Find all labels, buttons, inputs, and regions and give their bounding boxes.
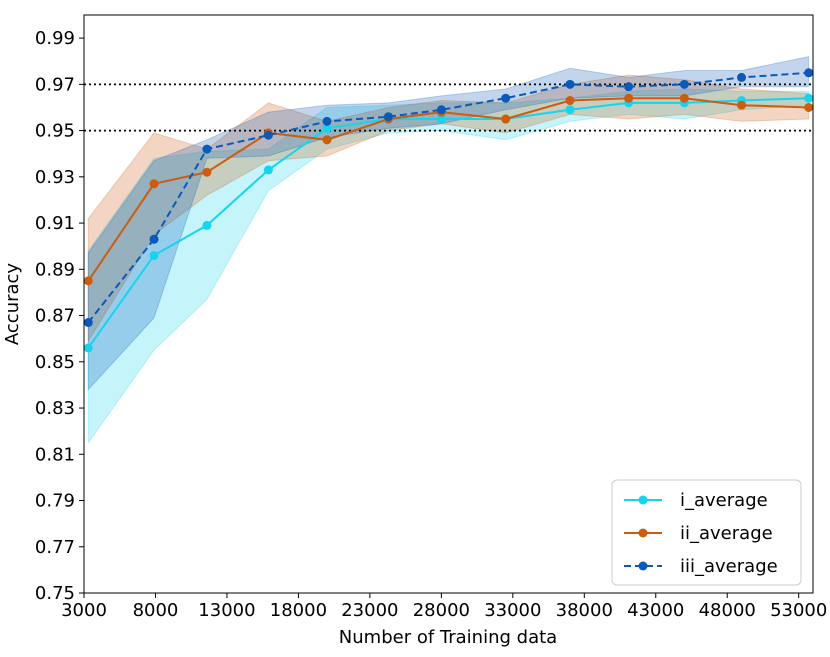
x-tick-label-43000: 43000 bbox=[627, 600, 684, 621]
point-iii_average-7 bbox=[501, 93, 511, 103]
legend-label-iii_average: iii_average bbox=[680, 556, 778, 577]
x-tick-label-8000: 8000 bbox=[133, 600, 179, 621]
point-iii_average-4 bbox=[322, 116, 332, 126]
x-axis-ticks: 3000 8000 13000 18000 23000 28000 33000 38000 43… bbox=[61, 593, 827, 621]
point-ii_average-7 bbox=[501, 114, 511, 124]
x-tick-label-18000: 18000 bbox=[270, 600, 327, 621]
point-i_average-3 bbox=[263, 165, 273, 175]
y-tick-label-0.77: 0.77 bbox=[35, 537, 75, 558]
x-tick-label-3000: 3000 bbox=[61, 600, 107, 621]
x-axis-label: Number of Training data bbox=[339, 627, 557, 648]
point-ii_average-0 bbox=[83, 276, 93, 286]
y-axis-ticks: 0.75 0.77 0.79 0.81 0.83 0.85 0.87 0.89 0.91 0.93… bbox=[35, 28, 84, 604]
point-i_average-6 bbox=[436, 114, 446, 124]
point-iii_average-3 bbox=[263, 130, 273, 140]
point-iii_average-2 bbox=[202, 144, 212, 154]
point-iii_average-6 bbox=[436, 105, 446, 115]
point-iii_average-8 bbox=[565, 79, 575, 89]
legend: i_average ii_average iii_average bbox=[611, 479, 802, 586]
point-i_average-4 bbox=[322, 123, 332, 133]
y-tick-label-0.95: 0.95 bbox=[35, 121, 75, 142]
point-iii_average-5 bbox=[383, 112, 393, 122]
y-tick-label-0.79: 0.79 bbox=[35, 491, 75, 512]
legend-box bbox=[611, 479, 802, 586]
y-tick-label-0.93: 0.93 bbox=[35, 167, 75, 188]
plot-frame bbox=[83, 14, 814, 594]
x-tick-label-53000: 53000 bbox=[770, 600, 827, 621]
point-ii_average-2 bbox=[202, 167, 212, 177]
x-tick-label-48000: 48000 bbox=[699, 600, 756, 621]
legend-marker-i_average bbox=[638, 495, 648, 505]
y-axis-label: Accuracy bbox=[2, 263, 23, 346]
point-ii_average-4 bbox=[322, 135, 332, 145]
point-ii_average-1 bbox=[149, 179, 159, 189]
point-ii_average-11 bbox=[737, 100, 747, 110]
legend-label-ii_average: ii_average bbox=[680, 523, 773, 544]
y-tick-label-0.87: 0.87 bbox=[35, 306, 75, 327]
y-tick-label-0.99: 0.99 bbox=[35, 28, 75, 49]
point-i_average-12 bbox=[804, 93, 814, 103]
y-tick-label-0.81: 0.81 bbox=[35, 444, 75, 465]
point-i_average-0 bbox=[83, 343, 93, 353]
legend-marker-ii_average bbox=[638, 528, 648, 538]
legend-label-i_average: i_average bbox=[680, 490, 768, 511]
point-iii_average-0 bbox=[83, 317, 93, 327]
band-ii_average bbox=[87, 74, 810, 343]
point-iii_average-9 bbox=[624, 82, 634, 92]
point-i_average-1 bbox=[149, 250, 159, 260]
point-i_average-2 bbox=[202, 220, 212, 230]
y-tick-label-0.83: 0.83 bbox=[35, 398, 75, 419]
point-ii_average-12 bbox=[804, 102, 814, 112]
point-ii_average-8 bbox=[565, 96, 575, 106]
x-tick-label-13000: 13000 bbox=[198, 600, 255, 621]
point-ii_average-9 bbox=[624, 93, 634, 103]
x-tick-label-38000: 38000 bbox=[556, 600, 613, 621]
point-i_average-8 bbox=[565, 105, 575, 115]
point-ii_average-10 bbox=[679, 93, 689, 103]
point-iii_average-12 bbox=[804, 68, 814, 78]
y-tick-label-0.97: 0.97 bbox=[35, 74, 75, 95]
point-iii_average-11 bbox=[737, 72, 747, 82]
legend-marker-iii_average bbox=[638, 561, 648, 571]
point-iii_average-1 bbox=[149, 234, 159, 244]
series-markers bbox=[83, 68, 814, 353]
y-tick-label-0.91: 0.91 bbox=[35, 213, 75, 234]
reference-lines bbox=[84, 83, 813, 132]
y-tick-label-0.75: 0.75 bbox=[35, 583, 75, 604]
y-tick-label-0.85: 0.85 bbox=[35, 352, 75, 373]
x-tick-label-28000: 28000 bbox=[413, 600, 470, 621]
y-tick-label-0.89: 0.89 bbox=[35, 259, 75, 280]
x-tick-label-33000: 33000 bbox=[484, 600, 541, 621]
band-iii_average bbox=[87, 55, 810, 391]
point-iii_average-10 bbox=[679, 79, 689, 89]
x-tick-label-23000: 23000 bbox=[341, 600, 398, 621]
